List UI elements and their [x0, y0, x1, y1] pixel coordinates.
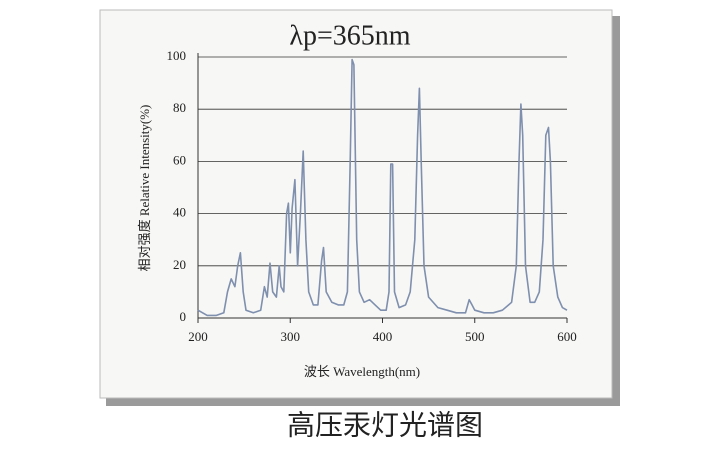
y-tick-label: 20	[173, 257, 186, 272]
x-axis-label: 波长 Wavelength(nm)	[304, 364, 420, 379]
y-tick-label: 0	[180, 309, 187, 324]
y-tick-label: 60	[173, 152, 186, 167]
x-tick-label: 400	[373, 329, 393, 344]
x-tick-label: 600	[557, 329, 577, 344]
y-tick-label: 40	[173, 205, 186, 220]
x-tick-label: 500	[465, 329, 485, 344]
chart-title: λp=365nm	[289, 20, 410, 51]
chart-caption: 高压汞灯光谱图	[287, 409, 483, 441]
y-tick-label: 80	[173, 100, 186, 115]
x-tick-label: 200	[188, 329, 208, 344]
y-tick-label: 100	[167, 48, 187, 63]
spectrum-line	[197, 58, 568, 317]
y-axis-label: 相对强度 Relative Intensity(%)	[137, 105, 152, 272]
x-tick-label: 300	[281, 329, 301, 344]
